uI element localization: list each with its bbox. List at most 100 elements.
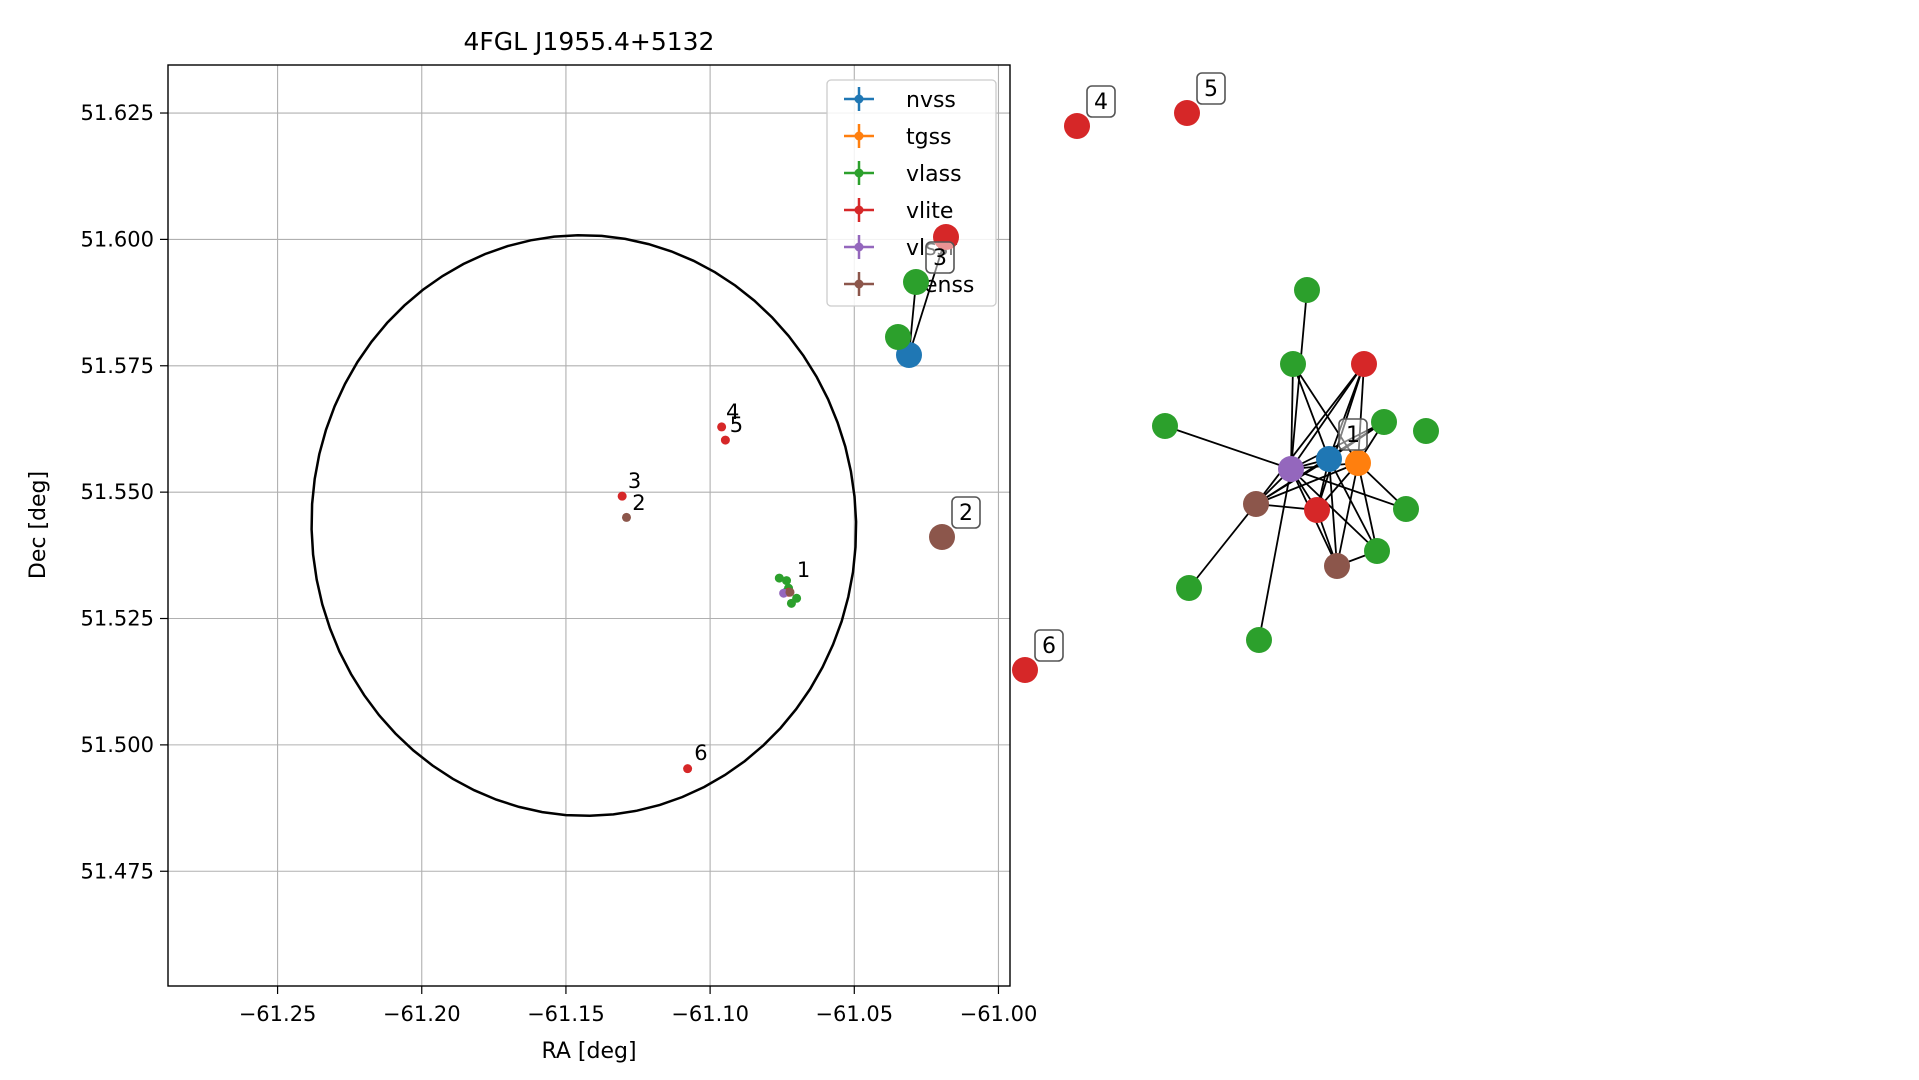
label-text: 4 xyxy=(1094,90,1108,115)
y-tick-label: 51.525 xyxy=(81,607,154,631)
graph-node-vlass xyxy=(1246,627,1272,653)
graph-nodes xyxy=(885,100,1439,683)
graph-node-vlass xyxy=(1413,418,1439,444)
graph-edge xyxy=(1255,363,1365,505)
graph-edge xyxy=(1290,468,1378,552)
graph-node-label: 3 xyxy=(925,241,955,274)
source-annotations: 1 23 45 6 xyxy=(628,400,810,765)
legend-marker xyxy=(854,205,864,215)
graph-node-wenss xyxy=(1243,491,1269,517)
graph-edge xyxy=(1328,458,1338,567)
graph-node-vlssr xyxy=(1278,456,1304,482)
graph-node-wenss xyxy=(1324,553,1350,579)
graph-node-vlass xyxy=(1152,413,1178,439)
graph-edge xyxy=(1328,458,1378,552)
sky-plot-panel: −61.25 −61.20 −61.15 −61.10 −61.05 −61.00 51.… xyxy=(26,27,1037,1064)
y-tick-label: 51.500 xyxy=(81,733,154,757)
y-tick-label: 51.475 xyxy=(81,859,154,883)
y-tick-label: 51.550 xyxy=(81,480,154,504)
chart-title: 4FGL J1955.4+5132 xyxy=(464,27,715,56)
x-tick-label: −61.05 xyxy=(815,1002,893,1026)
x-axis-ticks: −61.25 −61.20 −61.15 −61.10 −61.05 −61.00 xyxy=(239,986,1038,1026)
graph-node-vlass xyxy=(1364,538,1390,564)
label-box xyxy=(1034,629,1064,662)
x-axis-label: RA [deg] xyxy=(541,1039,636,1064)
source-label: 5 xyxy=(730,413,743,437)
graph-node-vlass xyxy=(903,269,929,295)
legend-item-tgss[interactable]: tgss xyxy=(844,124,952,150)
label-box xyxy=(925,241,955,274)
marker-vlass xyxy=(782,576,792,586)
graph-node-vlass xyxy=(1176,575,1202,601)
legend-marker xyxy=(854,131,864,141)
graph-edge xyxy=(1188,503,1257,589)
graph-node-vlass xyxy=(1294,277,1320,303)
legend-label: vlass xyxy=(906,162,962,187)
graph-edge xyxy=(1164,425,1292,470)
graph-node-vlass xyxy=(1393,496,1419,522)
marker-wenss xyxy=(785,587,795,597)
graph-node-wenss xyxy=(929,524,955,550)
source-label: 4 xyxy=(726,400,739,424)
marker-vlass xyxy=(786,598,796,608)
graph-node-label: 1 xyxy=(1338,418,1368,451)
graph-node-vlite xyxy=(1012,657,1038,683)
graph-edge xyxy=(1255,462,1359,505)
graph-edge xyxy=(1290,468,1407,510)
uncertainty-ellipse xyxy=(310,233,858,818)
marker-wenss xyxy=(621,512,631,522)
graph-node-tgss xyxy=(1345,450,1371,476)
x-tick-label: −61.15 xyxy=(527,1002,605,1026)
legend-label: nvss xyxy=(906,88,956,113)
graph-edge xyxy=(1258,468,1292,641)
network-graph-panel: 1 3 2 4 5 6 xyxy=(885,72,1439,683)
graph-node-vlite xyxy=(1064,113,1090,139)
graph-node-vlite xyxy=(1304,497,1330,523)
graph-node-vlite xyxy=(1174,100,1200,126)
graph-node-vlass xyxy=(1280,351,1306,377)
plot-frame xyxy=(167,64,1011,987)
source-label: 3 xyxy=(628,469,641,493)
marker-vlite xyxy=(683,764,693,774)
marker-vlass xyxy=(774,573,784,583)
legend-marker xyxy=(854,168,864,178)
label-text: 6 xyxy=(1042,634,1056,659)
label-text: 2 xyxy=(959,501,973,526)
legend-item-vlass[interactable]: vlass xyxy=(844,161,962,187)
label-text: 5 xyxy=(1204,77,1218,102)
graph-node-vlass xyxy=(1371,409,1397,435)
x-tick-label: −61.25 xyxy=(239,1002,317,1026)
legend-marker xyxy=(854,279,864,289)
legend-item-nvss[interactable]: nvss xyxy=(844,87,956,113)
x-tick-label: −61.00 xyxy=(960,1002,1038,1026)
graph-node-label: 2 xyxy=(951,496,981,529)
graph-node-label: 4 xyxy=(1086,85,1116,118)
legend-label: tgss xyxy=(906,125,952,150)
source-label: 1 xyxy=(797,558,810,582)
graph-node-nvss xyxy=(1316,446,1342,472)
marker-vlite xyxy=(717,422,727,432)
graph-node-label: 5 xyxy=(1196,72,1226,105)
label-text: 1 xyxy=(1346,423,1360,448)
x-tick-label: −61.10 xyxy=(671,1002,749,1026)
label-text: 3 xyxy=(933,246,947,271)
label-box xyxy=(951,496,981,529)
label-box xyxy=(1086,85,1116,118)
x-tick-label: −61.20 xyxy=(383,1002,461,1026)
y-tick-label: 51.575 xyxy=(81,354,154,378)
y-tick-label: 51.600 xyxy=(81,227,154,251)
legend-marker xyxy=(854,94,864,104)
graph-labels: 1 3 2 4 5 6 xyxy=(925,72,1368,662)
source-label: 2 xyxy=(632,491,645,515)
source-label: 6 xyxy=(694,741,707,765)
graph-edge xyxy=(1336,462,1359,567)
graph-node-vlite xyxy=(1351,351,1377,377)
legend-label: vlite xyxy=(906,199,953,224)
graph-edge xyxy=(1290,363,1294,470)
marker-vlite xyxy=(720,435,730,445)
legend-item-vlite[interactable]: vlite xyxy=(844,198,953,224)
graph-node-label: 6 xyxy=(1034,629,1064,662)
source-markers xyxy=(617,422,802,774)
y-axis-label: Dec [deg] xyxy=(26,471,51,579)
